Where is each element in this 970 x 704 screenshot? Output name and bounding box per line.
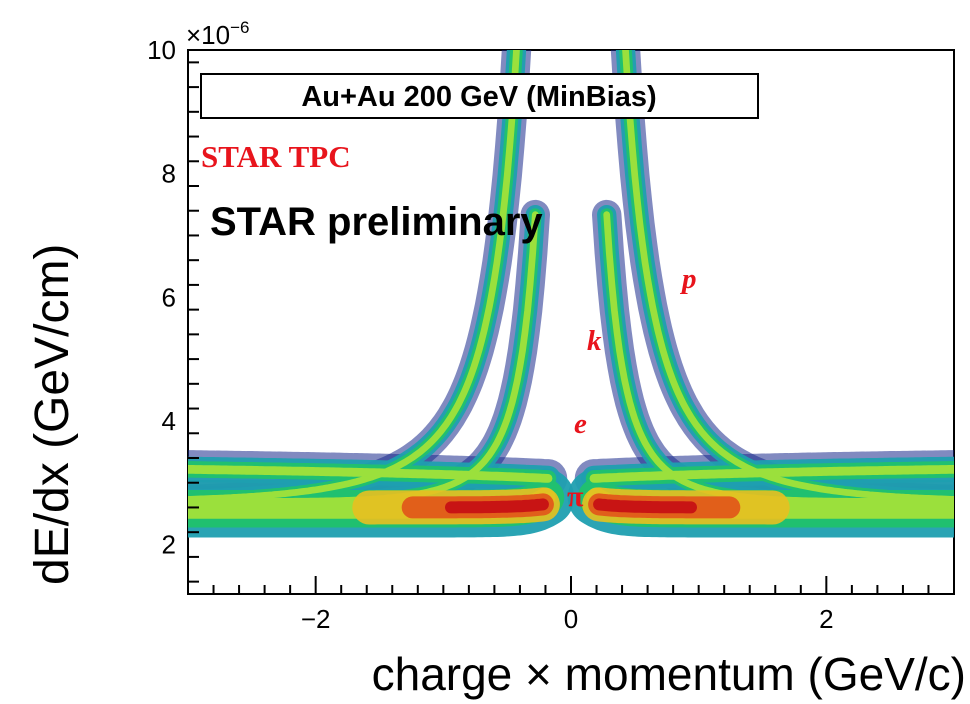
x-tick-label: −2: [301, 604, 331, 634]
x-tick-label: 2: [819, 604, 833, 634]
pion-core-pos-2: [593, 498, 697, 514]
legend-text: Au+Au 200 GeV (MinBias): [301, 81, 656, 113]
y-tick-label: 8: [162, 159, 176, 189]
y-tick-label: 6: [162, 282, 176, 312]
x-axis-title: charge × momentum (GeV/c): [372, 648, 966, 700]
star-preliminary-label: STAR preliminary: [210, 200, 543, 244]
x-tick-label: 0: [564, 604, 578, 634]
band-e-pos-layer3: [589, 464, 954, 483]
y-tick-label: 2: [162, 530, 176, 560]
ticks-layer: −2 0 2 2 4 6 8 10: [147, 35, 955, 634]
particle-label-e: e: [574, 408, 587, 440]
y-axis-title: dE/dx (GeV/cm): [26, 244, 79, 585]
y-multiplier: ×10−6: [186, 18, 250, 50]
particle-label-pi: π: [567, 480, 584, 513]
legend-box: [200, 73, 759, 119]
particle-label-p: p: [679, 263, 697, 295]
y-tick-label: 4: [162, 406, 176, 436]
band-e-neg-layer3: [188, 464, 553, 483]
bands-layer: [188, 50, 954, 538]
pion-core-neg-2: [445, 498, 549, 514]
star-tpc-label: STAR TPC: [201, 139, 351, 174]
band-p-pos-layer3: [622, 50, 954, 503]
y-tick-label: 10: [147, 35, 176, 65]
band-p-neg-layer3: [188, 50, 520, 503]
particle-label-k: k: [587, 325, 602, 357]
